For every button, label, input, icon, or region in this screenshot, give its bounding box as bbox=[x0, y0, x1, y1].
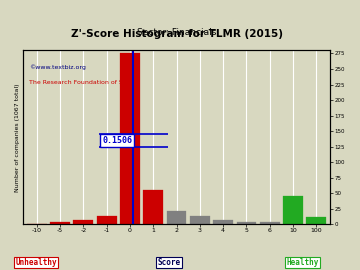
Title: Z'-Score Histogram for TLMR (2015): Z'-Score Histogram for TLMR (2015) bbox=[71, 29, 283, 39]
Bar bbox=[283, 196, 303, 224]
Bar bbox=[190, 216, 210, 224]
Bar bbox=[120, 53, 140, 224]
Text: Healthy: Healthy bbox=[286, 258, 319, 267]
Text: Sector: Financials: Sector: Financials bbox=[137, 28, 216, 37]
Bar bbox=[73, 220, 93, 224]
Bar bbox=[97, 215, 117, 224]
Y-axis label: Number of companies (1067 total): Number of companies (1067 total) bbox=[15, 83, 20, 191]
Text: 0.1506: 0.1506 bbox=[102, 136, 132, 145]
Text: ©www.textbiz.org: ©www.textbiz.org bbox=[29, 64, 86, 70]
Text: The Research Foundation of SUNY: The Research Foundation of SUNY bbox=[29, 80, 136, 85]
Bar bbox=[50, 222, 70, 224]
Bar bbox=[213, 220, 233, 224]
Bar bbox=[237, 222, 256, 224]
Text: Unhealthy: Unhealthy bbox=[15, 258, 57, 267]
Text: Score: Score bbox=[158, 258, 181, 267]
Bar bbox=[143, 190, 163, 224]
Bar bbox=[260, 222, 280, 224]
Bar bbox=[306, 217, 326, 224]
Bar bbox=[167, 211, 186, 224]
